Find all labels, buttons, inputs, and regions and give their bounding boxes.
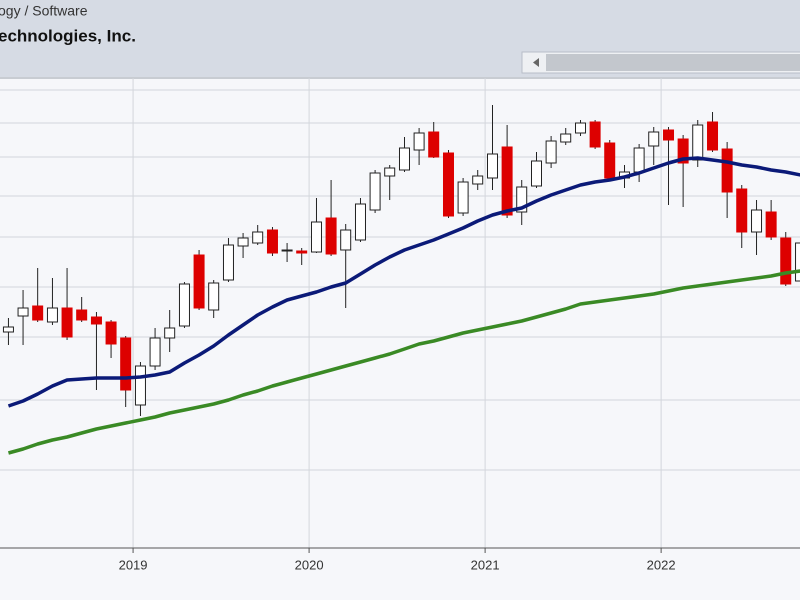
candle-body [398, 147, 410, 171]
x-tick-label: 2019 [119, 557, 148, 572]
candle-body [677, 138, 689, 164]
candle-body [281, 249, 293, 252]
candle-body [354, 203, 366, 241]
candle-body [457, 181, 469, 214]
candle-body [442, 152, 454, 217]
candle-body [545, 140, 557, 164]
x-tick-label: 2022 [647, 557, 676, 572]
candle-body [692, 124, 704, 161]
candle-body [310, 221, 322, 253]
candle-body [76, 309, 88, 321]
candle-body [149, 337, 161, 367]
sector: ogy / Software [0, 3, 88, 19]
x-tick-label: 2020 [295, 557, 324, 572]
candle-body [208, 282, 220, 311]
candle-body [296, 250, 308, 254]
candle-body [531, 160, 543, 187]
candle-body [164, 327, 176, 339]
candle-body [707, 121, 719, 151]
candle-body [413, 132, 425, 151]
candle-body [134, 365, 146, 406]
candle-body [560, 133, 572, 143]
candle-body [32, 305, 44, 321]
candle-body [2, 326, 14, 333]
candle-body [237, 237, 249, 247]
x-tick-label: 2021 [471, 557, 500, 572]
candle-body [575, 122, 587, 134]
candle-body [472, 175, 484, 185]
candle-body [721, 148, 733, 193]
candle-body [325, 217, 337, 255]
candle-body [61, 307, 73, 338]
candle-body [120, 337, 132, 391]
candle-body [795, 242, 800, 282]
candle-body [765, 211, 777, 238]
candle-body [222, 244, 234, 281]
candle-body [648, 131, 660, 147]
candle-body [17, 307, 29, 317]
candle-body [501, 146, 513, 216]
plot [0, 78, 800, 553]
candle-body [736, 188, 748, 233]
candle-body [340, 229, 352, 251]
candle-body [428, 131, 440, 158]
moving-average [7, 269, 800, 455]
candle-body [589, 121, 601, 148]
candle-body [46, 307, 58, 323]
company: echnologies, Inc. [0, 26, 136, 45]
scroll-thumb[interactable] [546, 54, 800, 71]
candle-body [633, 147, 645, 173]
candle-body [90, 316, 102, 325]
candle-body [252, 231, 264, 244]
candle-body [780, 237, 792, 285]
candle-body [486, 153, 498, 179]
candle-body [193, 254, 205, 309]
candle-body [384, 167, 396, 177]
candle-body [604, 142, 616, 179]
moving-average [7, 156, 800, 408]
candle-body [516, 186, 528, 213]
candle-body [369, 172, 381, 211]
scroll-left[interactable] [533, 58, 539, 67]
candle-body [105, 321, 117, 345]
candle-body [663, 129, 675, 141]
candle-body [751, 209, 763, 233]
candle-body [266, 229, 278, 254]
candle-body [178, 283, 190, 327]
